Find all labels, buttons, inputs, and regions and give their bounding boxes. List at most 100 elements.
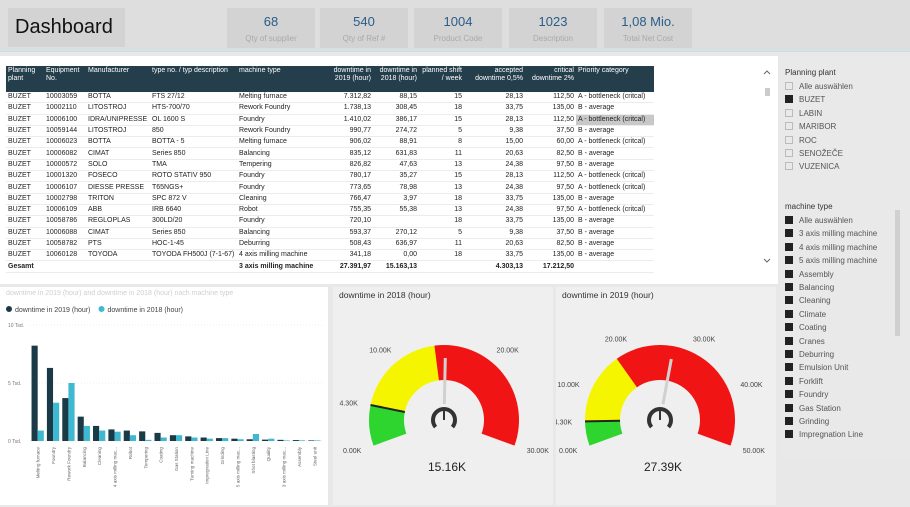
checkbox[interactable] bbox=[785, 216, 793, 224]
scroll-thumb[interactable] bbox=[765, 88, 770, 96]
kpi-label: Qty of Ref # bbox=[342, 34, 386, 43]
slicer-item[interactable]: Foundry bbox=[785, 390, 828, 399]
slicer-item[interactable]: Cleaning bbox=[785, 296, 831, 305]
checkbox[interactable] bbox=[785, 149, 793, 157]
gauge-tick-label: 20.00K bbox=[605, 336, 628, 343]
slicer-item[interactable]: Grinding bbox=[785, 417, 829, 426]
slicer-item[interactable]: VUZENICA bbox=[785, 162, 839, 171]
slicer-item[interactable]: Coating bbox=[785, 323, 827, 332]
table-cell: B - average bbox=[576, 215, 654, 228]
slicer-item[interactable]: MARIBOR bbox=[785, 122, 836, 131]
slicer-label: Climate bbox=[799, 309, 827, 319]
legend-label: downtime in 2018 (hour) bbox=[108, 307, 184, 314]
table-cell: Foundry bbox=[237, 181, 324, 194]
bar bbox=[62, 398, 69, 441]
total-cell bbox=[150, 260, 237, 273]
table-cell: 5 bbox=[419, 125, 464, 138]
table-cell: 720,10 bbox=[324, 215, 373, 228]
slicer-item[interactable]: Alle auswählen bbox=[785, 216, 853, 225]
slicer-item[interactable]: Climate bbox=[785, 309, 827, 319]
checkbox[interactable] bbox=[785, 95, 793, 104]
table-cell: 10006109 bbox=[44, 204, 86, 217]
table-cell: A - bottleneck (critcal) bbox=[576, 136, 654, 149]
checkbox[interactable] bbox=[785, 256, 793, 265]
checkbox[interactable] bbox=[785, 363, 793, 372]
checkbox[interactable] bbox=[785, 283, 793, 291]
table-cell: 10000572 bbox=[44, 159, 86, 172]
table-cell: BUZET bbox=[6, 170, 44, 183]
slicer-item[interactable]: 5 axis milling machine bbox=[785, 256, 877, 265]
slicer-item[interactable]: Alle auswählen bbox=[785, 82, 853, 91]
slicer-item[interactable]: BUZET bbox=[785, 95, 825, 104]
checkbox[interactable] bbox=[785, 336, 793, 345]
checkbox[interactable] bbox=[785, 376, 793, 385]
slicer-item[interactable]: 4 axis milling machine bbox=[785, 242, 877, 252]
checkbox[interactable] bbox=[785, 82, 793, 90]
checkbox[interactable] bbox=[785, 122, 793, 131]
checkbox[interactable] bbox=[785, 309, 793, 318]
scroll-thumb[interactable] bbox=[895, 210, 900, 336]
slicer-item[interactable]: 3 axis milling machine bbox=[785, 229, 877, 238]
kpi-label: Total Net Cost bbox=[622, 34, 674, 43]
slicer-label: VUZENICA bbox=[799, 162, 840, 172]
table-cell: 990,77 bbox=[324, 125, 373, 138]
gauge-panel: downtime in 2019 (hour) 0.00K 4.30K 10.00K 2… bbox=[554, 287, 776, 505]
table-cell: Cleaning bbox=[237, 193, 324, 205]
bar bbox=[185, 436, 192, 441]
slicer-item[interactable]: Balancing bbox=[785, 283, 834, 292]
slicer-item[interactable]: Cranes bbox=[785, 336, 825, 346]
slicer-item[interactable]: Impregnation Line bbox=[785, 430, 863, 439]
checkbox[interactable] bbox=[785, 417, 793, 425]
slicer-item[interactable]: ROC bbox=[785, 135, 817, 145]
table-cell: REGLOPLAS bbox=[86, 215, 150, 228]
slicer-label: Assembly bbox=[799, 269, 834, 279]
x-tick-label: Turning machine bbox=[189, 447, 194, 481]
slicer-item[interactable]: Emulsion Unit bbox=[785, 363, 848, 372]
kpi-card: 1023 Description bbox=[509, 8, 597, 48]
slicer-item[interactable]: Assembly bbox=[785, 269, 834, 279]
slicer-label: Cleaning bbox=[799, 296, 831, 306]
table-scrollbar[interactable] bbox=[760, 66, 774, 266]
checkbox[interactable] bbox=[785, 390, 793, 399]
slicer-item[interactable]: Deburring bbox=[785, 350, 834, 359]
kpi-card: 68 Qty of supplier bbox=[227, 8, 315, 48]
table-cell: 10002798 bbox=[44, 193, 86, 205]
total-row: Gesamt 3 axis milling machine 27.391,97 15.… bbox=[6, 260, 654, 273]
table-cell: 826,82 bbox=[324, 159, 373, 172]
checkbox[interactable] bbox=[785, 350, 793, 358]
table-cell: B - average bbox=[576, 249, 654, 262]
slicer-item[interactable]: SENOŽEČE bbox=[785, 149, 843, 158]
scroll-down[interactable] bbox=[763, 258, 771, 263]
table-cell: BOTTA bbox=[86, 136, 150, 149]
checkbox[interactable] bbox=[785, 242, 793, 251]
slicer-item[interactable]: LABIN bbox=[785, 108, 822, 118]
column-header: Manufacturer bbox=[86, 66, 150, 92]
checkbox[interactable] bbox=[785, 430, 793, 439]
table-cell: 9,38 bbox=[464, 125, 525, 138]
scroll-up[interactable] bbox=[763, 70, 771, 75]
table-cell: 33,75 bbox=[464, 193, 525, 205]
slicer-item[interactable]: Forklift bbox=[785, 376, 823, 386]
checkbox[interactable] bbox=[785, 403, 793, 412]
slicer-scrollbar[interactable] bbox=[894, 210, 902, 336]
table-cell: 28,13 bbox=[464, 92, 525, 104]
table-cell: A - bottleneck (critcal) bbox=[576, 114, 654, 126]
table-cell: 10060128 bbox=[44, 249, 86, 262]
checkbox[interactable] bbox=[785, 323, 793, 332]
x-tick-label: Shot blasting bbox=[251, 447, 256, 474]
table-cell: 341,18 bbox=[324, 249, 373, 262]
table-cell: 15 bbox=[419, 114, 464, 126]
slicer-label: Alle auswählen bbox=[799, 216, 853, 225]
column-header: downtime in 2019 (hour) bbox=[324, 66, 373, 92]
checkbox[interactable] bbox=[785, 229, 793, 238]
checkbox[interactable] bbox=[785, 162, 793, 171]
checkbox[interactable] bbox=[785, 135, 793, 144]
slicer-item[interactable]: Gas Station bbox=[785, 403, 841, 413]
checkbox[interactable] bbox=[785, 108, 793, 117]
dashboard-title: Dashboard bbox=[8, 8, 125, 47]
checkbox[interactable] bbox=[785, 269, 793, 278]
checkbox[interactable] bbox=[785, 296, 793, 305]
kpi-value: 540 bbox=[353, 14, 375, 29]
table-cell: 135,00 bbox=[525, 249, 576, 262]
x-tick-label: Assembly bbox=[297, 446, 302, 467]
